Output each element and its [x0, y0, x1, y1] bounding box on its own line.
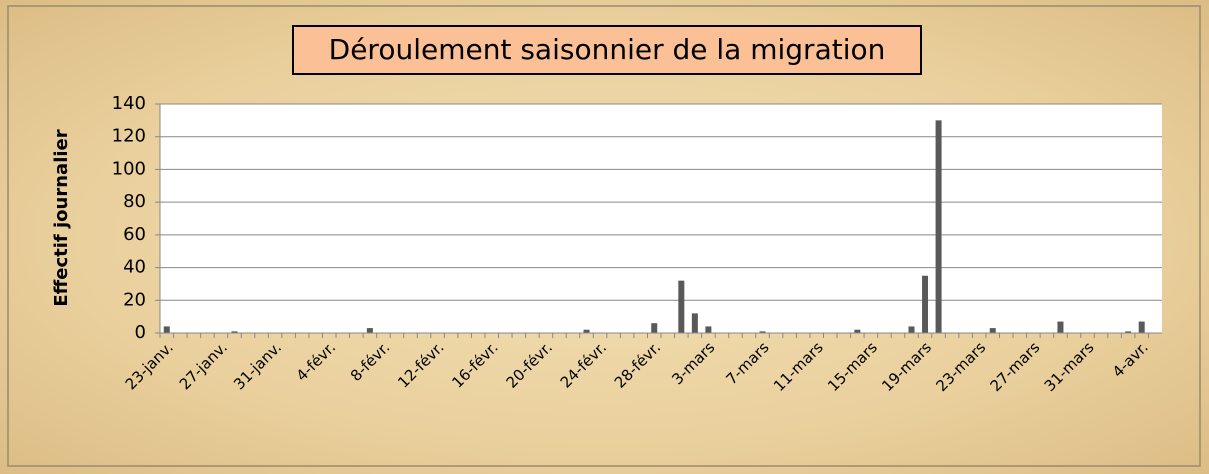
- bar: [691, 313, 698, 333]
- bar: [163, 326, 170, 333]
- y-tick-label: 20: [123, 289, 146, 310]
- chart-border: [7, 5, 1201, 467]
- y-tick-label: 60: [123, 224, 146, 245]
- y-tick-label: 40: [123, 257, 146, 278]
- bar: [759, 331, 766, 333]
- bar: [935, 120, 942, 333]
- bar: [583, 329, 590, 333]
- y-tick-label: 140: [112, 93, 146, 114]
- bar: [651, 323, 658, 333]
- bar: [854, 329, 861, 333]
- bar: [366, 328, 373, 333]
- bar: [705, 326, 712, 333]
- bar: [1057, 321, 1064, 333]
- bar: [231, 331, 238, 333]
- plot-area: [160, 104, 1162, 333]
- bar: [989, 328, 996, 333]
- y-axis-label: Effectif journalier: [51, 129, 72, 306]
- bar: [922, 275, 929, 333]
- bar: [1125, 331, 1132, 333]
- y-tick-label: 80: [123, 191, 146, 212]
- chart-title: Déroulement saisonnier de la migration: [329, 33, 886, 66]
- title-box: [292, 25, 922, 75]
- y-tick-label: 120: [112, 126, 146, 147]
- y-tick-label: 0: [135, 322, 146, 343]
- bar: [678, 280, 685, 333]
- y-tick-label: 100: [112, 158, 146, 179]
- bar: [908, 326, 915, 333]
- bar: [1138, 321, 1145, 333]
